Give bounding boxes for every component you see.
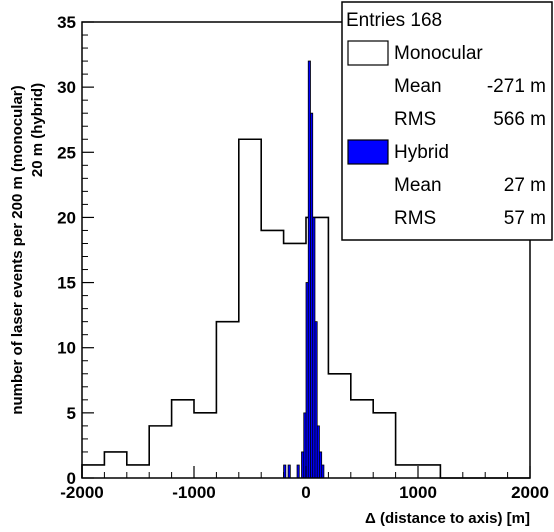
axis-layer: -2000 -1000 0 1000 2000 0 5 10 15 20 25 30 35 bbox=[57, 13, 549, 502]
hybrid-bin bbox=[312, 217, 315, 478]
hybrid-bin bbox=[319, 451, 322, 478]
y-tick-label: 20 bbox=[57, 208, 76, 227]
histogram-layer bbox=[81, 60, 530, 479]
y-tick-label: 0 bbox=[67, 469, 76, 488]
hybrid-bin bbox=[314, 321, 318, 478]
hybrid-bin bbox=[283, 464, 286, 478]
legend-monocular-rms-value: 566 m bbox=[493, 109, 546, 130]
y-tick-label: 35 bbox=[57, 13, 76, 32]
hybrid-bin bbox=[306, 282, 309, 478]
legend-monocular-rms-label: RMS bbox=[394, 109, 436, 130]
legend-hybrid-swatch bbox=[347, 139, 389, 165]
hybrid-bin bbox=[317, 425, 320, 478]
x-tick-label: 2000 bbox=[511, 483, 549, 502]
y-axis-label-line-1: number of laser events per 200 m (monocu… bbox=[9, 85, 26, 414]
legend-hybrid-name: Hybrid bbox=[394, 142, 449, 163]
hybrid-bin bbox=[297, 464, 300, 478]
hybrid-bin bbox=[303, 412, 306, 478]
y-axis-label-line-2: 20 m (hybrid) bbox=[29, 83, 46, 177]
legend-hybrid-mean-label: Mean bbox=[394, 175, 442, 196]
legend-monocular-mean-label: Mean bbox=[394, 76, 442, 97]
legend-hybrid-rms-label: RMS bbox=[394, 208, 436, 229]
legend-entries-label: Entries 168 bbox=[346, 10, 442, 31]
x-tick-label: 0 bbox=[301, 483, 310, 502]
x-axis-label: Δ (distance to axis) [m] bbox=[365, 510, 530, 527]
x-tick-label: -2000 bbox=[60, 483, 103, 502]
x-tick-label: 1000 bbox=[399, 483, 437, 502]
hybrid-bin bbox=[310, 113, 313, 478]
hybrid-bin bbox=[288, 464, 291, 478]
legend-monocular-mean-value: -271 m bbox=[487, 76, 546, 97]
y-tick-label: 25 bbox=[57, 143, 76, 162]
legend-hybrid-rms-value: 57 m bbox=[504, 208, 546, 229]
legend-box: Entries 168 Monocular Mean -271 m RMS 56… bbox=[341, 1, 553, 241]
legend-monocular-swatch bbox=[347, 40, 389, 66]
y-tick-label: 10 bbox=[57, 339, 76, 358]
y-tick-label: 30 bbox=[57, 78, 76, 97]
legend-monocular-name: Monocular bbox=[394, 43, 483, 64]
monocular-histogram-outline bbox=[81, 138, 530, 479]
y-tick-label: 15 bbox=[57, 274, 76, 293]
legend-hybrid-mean-value: 27 m bbox=[504, 175, 546, 196]
hybrid-histogram-outline bbox=[283, 60, 325, 478]
hybrid-bin bbox=[308, 61, 311, 478]
y-tick-label: 5 bbox=[67, 404, 76, 423]
hybrid-bin bbox=[321, 464, 324, 478]
hybrid-bin bbox=[301, 451, 304, 478]
x-tick-label: -1000 bbox=[172, 483, 215, 502]
